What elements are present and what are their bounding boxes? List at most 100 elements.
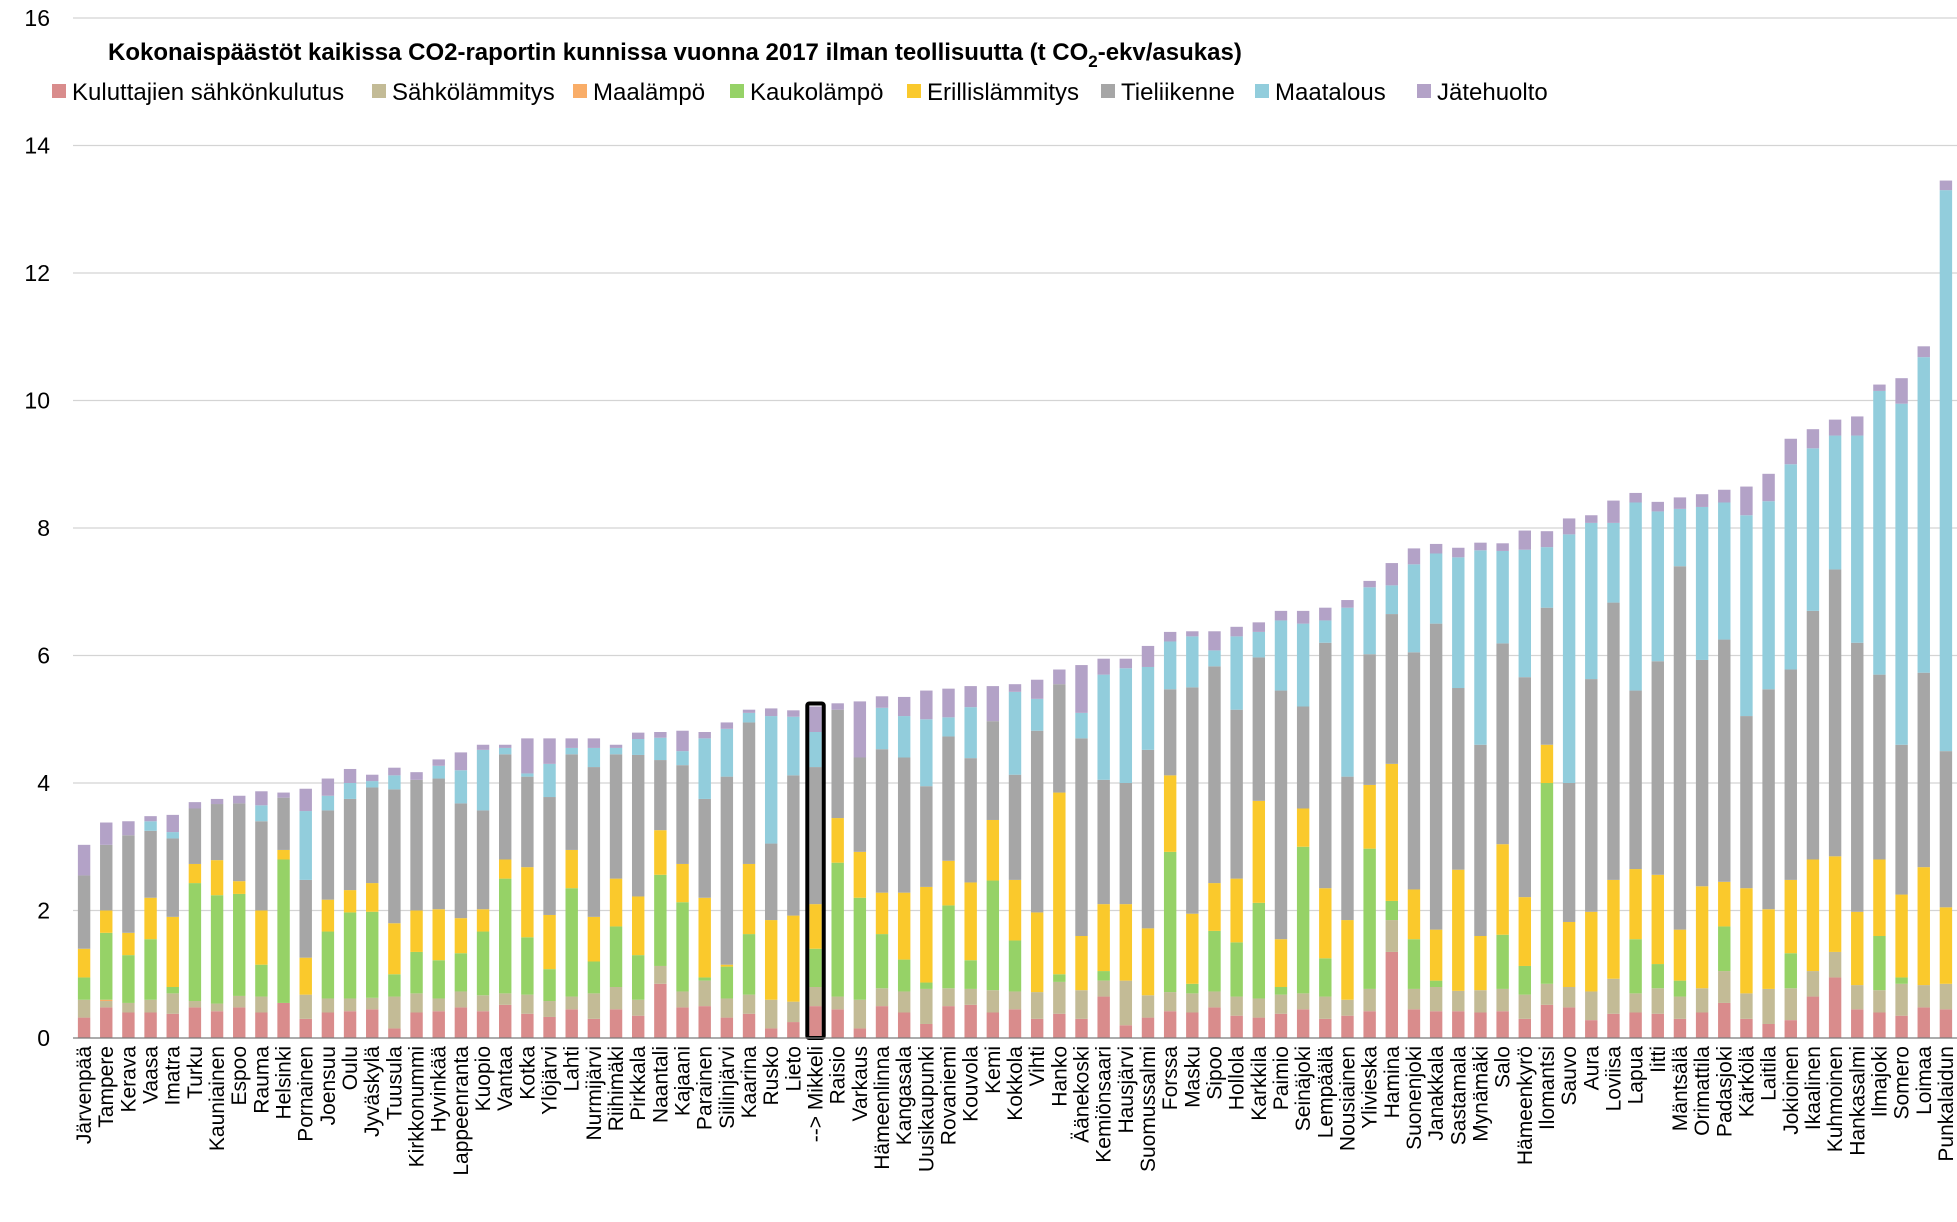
bar-segment — [77, 999, 91, 1018]
bar-segment — [1186, 983, 1199, 994]
bar-segment — [366, 781, 379, 788]
bar-segment — [1319, 996, 1332, 1019]
bar-segment — [1429, 543, 1443, 554]
bar-segment — [1673, 980, 1687, 997]
bar-segment — [1230, 709, 1243, 879]
bar-segment — [1319, 607, 1332, 621]
bar-stack — [122, 821, 135, 1038]
bar-segment — [543, 1001, 556, 1017]
bar-segment — [499, 993, 512, 1005]
bar-segment — [188, 863, 202, 884]
bar-segment — [77, 977, 91, 1000]
bar-segment — [897, 892, 911, 960]
bar-segment — [1363, 784, 1376, 849]
bar-segment — [875, 749, 889, 893]
bar-segment — [100, 844, 113, 911]
bar-stack — [831, 703, 844, 1038]
bar-stack — [1341, 600, 1354, 1038]
bar-segment — [499, 878, 512, 994]
bar-segment — [1895, 403, 1908, 745]
bar-segment — [1030, 992, 1044, 1019]
x-tick-label: Tuusula — [383, 1046, 406, 1120]
bar-segment — [1607, 602, 1620, 880]
bar-stack — [986, 686, 1000, 1038]
bar-segment — [1740, 888, 1753, 994]
bar-segment — [1363, 848, 1376, 989]
x-tick-label: Masku — [1181, 1046, 1204, 1108]
bar-segment — [122, 932, 135, 956]
y-axis-ticks: 0 2 4 6 8 10 12 14 16 — [24, 5, 50, 1051]
bar-stack — [1274, 610, 1288, 1038]
bar-segment — [631, 999, 645, 1016]
bar-segment — [853, 701, 867, 758]
x-tick-label: Loviisa — [1602, 1046, 1625, 1112]
bar-segment — [454, 803, 468, 919]
x-tick-label: Loimaa — [1913, 1046, 1936, 1115]
bar-segment — [1496, 988, 1509, 1012]
bar-segment — [188, 1001, 202, 1008]
bar-segment — [1363, 1011, 1376, 1038]
bar-segment — [1851, 642, 1864, 912]
x-tick-label: Pirkkala — [627, 1046, 650, 1121]
bar-segment — [986, 686, 1000, 722]
bar-segment — [454, 1007, 468, 1038]
bar-segment — [1851, 416, 1864, 436]
bar-segment — [255, 805, 268, 822]
bar-segment — [432, 960, 445, 999]
bar-segment — [809, 706, 822, 732]
bar-stack — [1429, 543, 1443, 1038]
bar-segment — [1651, 1013, 1664, 1038]
bar-segment — [1274, 987, 1288, 995]
bar-segment — [1673, 1018, 1687, 1038]
bar-stack — [1296, 610, 1310, 1038]
bar-segment — [1496, 934, 1509, 989]
bar-segment — [1496, 643, 1509, 845]
bar-segment — [1895, 894, 1908, 978]
bar-segment — [587, 916, 601, 962]
bar-segment — [1917, 346, 1930, 358]
bar-stack — [1585, 515, 1598, 1038]
bar-segment — [831, 1009, 844, 1038]
bar-stack — [1030, 679, 1044, 1038]
bar-segment — [1274, 994, 1288, 1014]
bar-segment — [631, 1015, 645, 1038]
gridlines — [73, 17, 1957, 912]
bar-stack — [609, 744, 623, 1038]
bar-segment — [1629, 1012, 1642, 1038]
bar-segment — [1518, 1018, 1531, 1038]
bar-segment — [100, 1001, 113, 1008]
x-tick-label: Hollola — [1226, 1046, 1249, 1111]
bar-segment — [1762, 1023, 1775, 1038]
bar-segment — [144, 1012, 157, 1038]
bar-segment — [698, 738, 711, 799]
bar-segment — [1452, 547, 1465, 558]
bar-segment — [609, 744, 623, 748]
bar-segment — [1230, 878, 1243, 943]
bar-segment — [543, 969, 556, 1002]
bar-segment — [476, 744, 490, 750]
bar-segment — [277, 859, 290, 1003]
bar-segment — [897, 757, 911, 893]
bar-segment — [388, 775, 401, 790]
bar-segment — [122, 1012, 135, 1038]
bar-segment — [1230, 1015, 1243, 1038]
x-tick-label: Hamina — [1381, 1046, 1404, 1119]
bar-segment — [1806, 448, 1820, 611]
bar-segment — [920, 690, 933, 720]
bar-segment — [764, 999, 778, 1029]
bar-segment — [964, 707, 977, 759]
bar-segment — [964, 1004, 977, 1038]
bar-segment — [809, 987, 822, 1007]
bar-segment — [1008, 940, 1022, 992]
y-tick-label: 14 — [24, 133, 50, 159]
bar-segment — [920, 886, 933, 983]
bar-segment — [1274, 620, 1288, 691]
bar-stack — [1053, 669, 1066, 1038]
x-tick-label: Kerava — [117, 1046, 140, 1113]
bar-segment — [1784, 1020, 1797, 1038]
bar-segment — [1141, 749, 1155, 929]
x-tick-label: Suomussalmi — [1137, 1046, 1160, 1172]
bar-segment — [565, 738, 578, 748]
bar-stack — [1407, 548, 1421, 1038]
x-tick-label: Ylivieska — [1359, 1046, 1382, 1129]
